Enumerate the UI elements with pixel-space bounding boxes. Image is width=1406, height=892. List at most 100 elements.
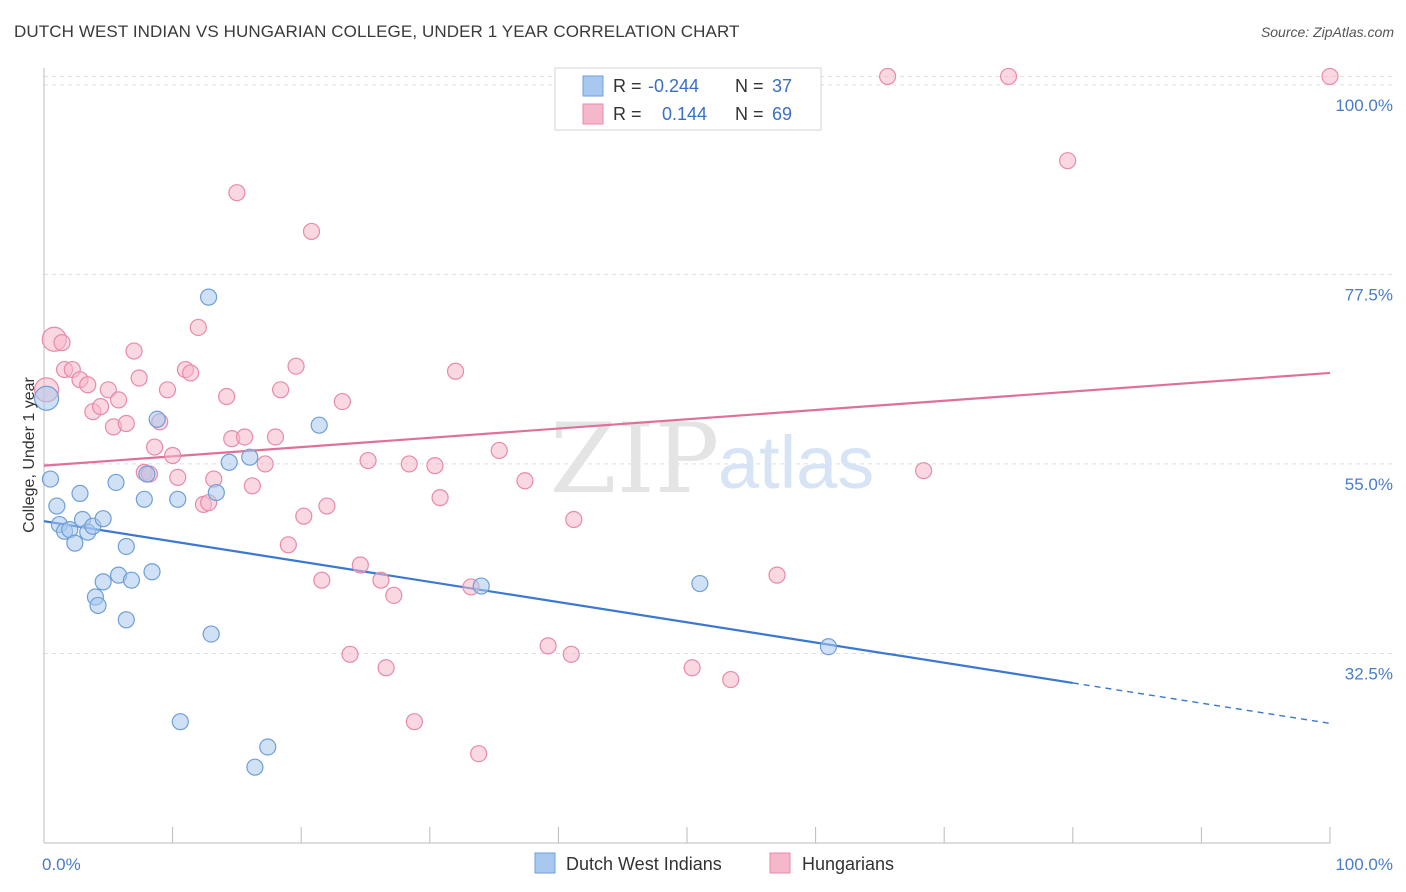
point-hungarians-41 — [318, 497, 336, 515]
axes — [43, 68, 1331, 844]
point-dutch-west-indians-18 — [117, 537, 135, 556]
point-hungarians-17 — [145, 438, 164, 456]
point-dutch-west-indians-26 — [200, 288, 218, 306]
point-dutch-west-indians-20 — [135, 490, 153, 508]
point-dutch-west-indians-11 — [94, 510, 112, 528]
point-dutch-west-indians-21 — [138, 465, 156, 483]
point-hungarians-33 — [256, 455, 274, 473]
point-hungarians-28 — [218, 387, 236, 406]
trend-line-dutch-west-indians-extension — [1072, 682, 1331, 725]
point-dutch-west-indians-25 — [171, 713, 189, 731]
point-hungarians-13 — [125, 342, 143, 360]
point-dutch-west-indians-30 — [241, 448, 259, 466]
point-dutch-west-indians-27 — [202, 625, 220, 643]
point-dutch-west-indians-13 — [89, 596, 107, 615]
point-hungarians-43 — [341, 645, 359, 663]
legend-n-label-blue: N = — [735, 76, 764, 96]
point-hungarians-46 — [372, 571, 390, 589]
legend-n-label-pink: N = — [735, 104, 764, 124]
point-hungarians-63 — [768, 566, 786, 584]
y-tick-label-2: 77.5% — [1345, 285, 1393, 304]
point-hungarians-61 — [683, 659, 701, 677]
point-dutch-west-indians-15 — [107, 473, 125, 492]
point-hungarians-30 — [228, 184, 246, 202]
series-legend: Dutch West Indians Hungarians — [534, 852, 894, 874]
point-hungarians-37 — [287, 357, 305, 375]
point-hungarians-50 — [405, 713, 423, 731]
point-hungarians-34 — [266, 428, 285, 446]
point-hungarians-62 — [722, 670, 740, 689]
point-hungarians-64 — [879, 67, 897, 86]
legend-swatch-blue — [582, 75, 604, 97]
y-tick-label-3: 100.0% — [1335, 96, 1393, 115]
point-hungarians-59 — [562, 645, 580, 663]
series-legend-swatch-pink — [769, 852, 791, 874]
point-hungarians-67 — [1059, 152, 1077, 170]
x-tick-label-0: 0.0% — [42, 855, 81, 874]
point-hungarians-57 — [516, 472, 534, 490]
point-hungarians-45 — [359, 451, 377, 470]
point-dutch-west-indians-1 — [41, 470, 60, 488]
point-dutch-west-indians-29 — [220, 453, 238, 471]
point-dutch-west-indians-24 — [169, 490, 187, 508]
point-dutch-west-indians-14 — [94, 573, 112, 591]
trend-lines — [43, 371, 1331, 725]
point-hungarians-47 — [377, 659, 395, 677]
point-hungarians-56 — [490, 441, 508, 460]
legend-n-value-pink: 69 — [772, 104, 792, 124]
point-dutch-west-indians-6 — [66, 534, 84, 552]
point-hungarians-2 — [53, 334, 71, 352]
legend-swatch-pink — [582, 103, 604, 125]
point-hungarians-58 — [539, 637, 557, 655]
point-hungarians-6 — [79, 376, 97, 394]
point-dutch-west-indians-0 — [33, 385, 60, 411]
series-legend-label-pink: Hungarians — [802, 854, 894, 874]
point-hungarians-12 — [117, 414, 135, 433]
point-dutch-west-indians-22 — [143, 563, 161, 581]
data-points — [33, 67, 1339, 776]
point-hungarians-21 — [169, 468, 187, 487]
point-dutch-west-indians-19 — [122, 571, 141, 589]
series-legend-label-blue: Dutch West Indians — [566, 854, 722, 874]
legend-r-label-blue: R = — [613, 76, 642, 96]
point-hungarians-38 — [295, 507, 313, 525]
point-hungarians-19 — [158, 381, 177, 399]
trend-line-dutch-west-indians — [43, 520, 1073, 685]
point-hungarians-65 — [915, 462, 933, 480]
x-tick-label-1: 100.0% — [1335, 855, 1393, 874]
watermark-zip: ZIP — [550, 403, 719, 515]
point-hungarians-11 — [109, 391, 128, 409]
point-hungarians-35 — [272, 381, 290, 399]
point-dutch-west-indians-17 — [117, 611, 135, 629]
point-hungarians-53 — [446, 362, 465, 380]
point-dutch-west-indians-2 — [48, 497, 66, 515]
point-hungarians-20 — [164, 446, 182, 465]
point-hungarians-31 — [236, 428, 254, 446]
point-dutch-west-indians-33 — [310, 416, 328, 434]
watermark-atlas: atlas — [718, 421, 874, 504]
tick-labels: 32.5% 55.0% 77.5% 100.0% 0.0% 100.0% — [42, 96, 1393, 874]
point-hungarians-32 — [243, 477, 261, 495]
stats-legend: R = -0.244 N = 37 R = 0.144 N = 69 — [554, 67, 822, 131]
point-dutch-west-indians-34 — [472, 577, 490, 595]
point-hungarians-49 — [400, 455, 418, 473]
point-dutch-west-indians-32 — [259, 738, 277, 756]
legend-r-value-pink: 0.144 — [662, 104, 707, 124]
legend-r-value-blue: -0.244 — [648, 76, 699, 96]
point-hungarians-52 — [431, 489, 449, 507]
point-dutch-west-indians-23 — [148, 410, 166, 428]
point-hungarians-42 — [333, 392, 351, 411]
series-legend-swatch-blue — [534, 852, 556, 874]
source-label: Source: ZipAtlas.com — [1260, 24, 1394, 40]
point-hungarians-23 — [182, 364, 200, 382]
point-hungarians-60 — [565, 510, 583, 529]
y-tick-label-0: 32.5% — [1345, 664, 1393, 683]
point-dutch-west-indians-31 — [246, 758, 264, 776]
point-hungarians-14 — [130, 369, 148, 387]
point-hungarians-55 — [470, 745, 488, 763]
point-hungarians-40 — [313, 571, 331, 589]
point-dutch-west-indians-36 — [819, 638, 838, 656]
point-dutch-west-indians-7 — [71, 484, 89, 503]
point-hungarians-36 — [279, 536, 297, 554]
